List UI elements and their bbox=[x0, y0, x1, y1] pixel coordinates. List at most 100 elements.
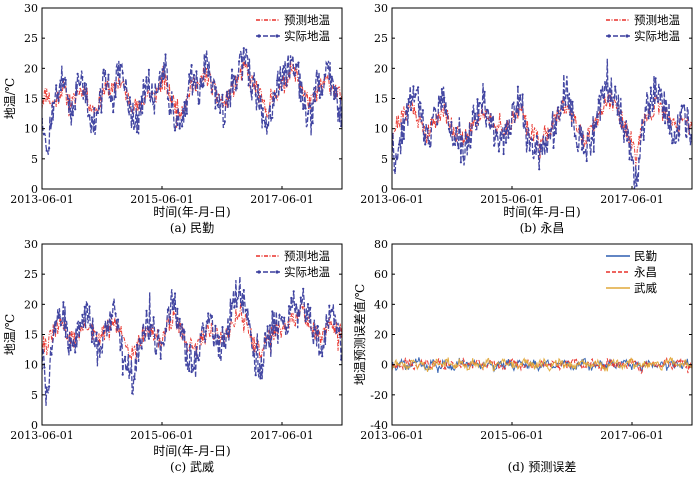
data-point-实际地温 bbox=[573, 135, 576, 138]
data-point-实际地温 bbox=[654, 77, 657, 80]
data-point-实际地温 bbox=[604, 83, 607, 86]
data-point-实际地温 bbox=[299, 296, 302, 299]
data-point-实际地温 bbox=[67, 97, 70, 100]
data-point-实际地温 bbox=[335, 87, 338, 90]
series-line-永昌 bbox=[392, 356, 692, 375]
chart-panel-4: -40 -20 0 20 40 60 80 2013-06-01 2015-06-01 2017-… bbox=[352, 238, 693, 474]
legend-marker bbox=[275, 270, 279, 274]
data-point-实际地温 bbox=[78, 83, 82, 86]
data-point-实际地温 bbox=[552, 146, 555, 149]
data-point-实际地温 bbox=[154, 91, 158, 94]
x-tick-label: 2017-06-01 bbox=[250, 193, 313, 206]
data-point-实际地温 bbox=[519, 94, 522, 97]
data-point-实际地温 bbox=[623, 130, 626, 134]
y-tick-label: -20 bbox=[370, 389, 388, 402]
data-point-实际地温 bbox=[202, 84, 205, 87]
data-point-实际地温 bbox=[561, 108, 565, 111]
data-point-实际地温 bbox=[105, 325, 108, 328]
data-point-实际地温 bbox=[276, 79, 279, 82]
data-point-实际地温 bbox=[152, 316, 155, 319]
x-tick-label: 2015-06-01 bbox=[130, 429, 193, 442]
data-point-实际地温 bbox=[438, 101, 441, 104]
y-tick-label: 25 bbox=[374, 32, 388, 45]
data-point-实际地温 bbox=[337, 329, 340, 333]
data-point-实际地温 bbox=[214, 107, 217, 110]
data-point-实际地温 bbox=[526, 141, 529, 145]
data-point-实际地温 bbox=[48, 147, 51, 150]
series-实际地温 bbox=[42, 276, 342, 406]
data-point-实际地温 bbox=[64, 78, 67, 82]
y-tick-label: 0 bbox=[31, 183, 38, 196]
data-point-实际地温 bbox=[280, 88, 283, 92]
data-point-实际地温 bbox=[88, 305, 91, 308]
data-point-实际地温 bbox=[171, 308, 174, 311]
data-point-实际地温 bbox=[412, 85, 415, 88]
data-point-实际地温 bbox=[398, 143, 401, 146]
data-point-实际地温 bbox=[173, 292, 177, 295]
data-point-实际地温 bbox=[254, 93, 257, 96]
data-point-实际地温 bbox=[414, 93, 417, 96]
data-point-实际地温 bbox=[124, 355, 127, 358]
data-point-实际地温 bbox=[283, 316, 286, 319]
data-point-实际地温 bbox=[71, 114, 74, 117]
data-point-实际地温 bbox=[464, 131, 467, 134]
data-point-实际地温 bbox=[306, 303, 310, 306]
panel-caption: (c) 武威 bbox=[170, 460, 214, 474]
data-point-实际地温 bbox=[235, 305, 238, 308]
legend-label-预测地温: 预测地温 bbox=[284, 249, 330, 263]
data-point-实际地温 bbox=[330, 308, 333, 312]
data-point-实际地温 bbox=[287, 305, 291, 308]
data-point-实际地温 bbox=[69, 113, 72, 116]
y-tick-label: 40 bbox=[374, 298, 388, 311]
data-point-实际地温 bbox=[583, 151, 586, 154]
data-point-实际地温 bbox=[138, 100, 141, 103]
data-point-实际地温 bbox=[268, 105, 272, 108]
data-point-实际地温 bbox=[126, 100, 129, 103]
data-point-实际地温 bbox=[309, 104, 312, 107]
data-point-实际地温 bbox=[533, 151, 536, 154]
data-point-实际地温 bbox=[614, 85, 617, 88]
data-point-实际地温 bbox=[121, 373, 124, 376]
data-point-实际地温 bbox=[219, 356, 222, 359]
data-point-实际地温 bbox=[500, 138, 503, 141]
data-point-实际地温 bbox=[474, 112, 477, 115]
data-point-实际地温 bbox=[112, 303, 115, 306]
data-point-实际地温 bbox=[421, 109, 424, 112]
data-point-实际地温 bbox=[128, 371, 131, 374]
legend-label-实际地温: 实际地温 bbox=[284, 265, 330, 279]
data-point-实际地温 bbox=[188, 73, 191, 76]
data-point-实际地温 bbox=[223, 345, 226, 348]
data-point-实际地温 bbox=[157, 329, 160, 332]
data-point-实际地温 bbox=[599, 89, 603, 92]
data-point-实际地温 bbox=[135, 343, 139, 346]
data-point-实际地温 bbox=[219, 111, 222, 114]
data-point-实际地温 bbox=[230, 302, 234, 305]
data-point-实际地温 bbox=[649, 86, 652, 89]
data-point-实际地温 bbox=[528, 149, 531, 152]
legend-label-预测地温: 预测地温 bbox=[284, 13, 330, 27]
data-point-实际地温 bbox=[545, 144, 548, 147]
data-point-实际地温 bbox=[154, 352, 158, 355]
data-point-实际地温 bbox=[195, 70, 198, 73]
data-point-实际地温 bbox=[100, 347, 103, 350]
data-point-实际地温 bbox=[147, 68, 150, 71]
data-point-实际地温 bbox=[249, 333, 253, 337]
data-point-实际地温 bbox=[235, 87, 238, 90]
data-point-实际地温 bbox=[159, 357, 162, 360]
data-point-实际地温 bbox=[443, 96, 446, 99]
data-point-实际地温 bbox=[280, 316, 283, 319]
data-point-实际地温 bbox=[55, 84, 58, 87]
data-point-实际地温 bbox=[668, 132, 671, 135]
data-point-实际地温 bbox=[426, 127, 429, 130]
data-point-实际地温 bbox=[121, 71, 124, 75]
data-point-实际地温 bbox=[607, 100, 610, 103]
x-tick-label: 2017-06-01 bbox=[600, 193, 663, 206]
data-point-实际地温 bbox=[105, 88, 108, 91]
y-tick-label: 10 bbox=[374, 123, 388, 136]
data-point-实际地温 bbox=[74, 108, 77, 111]
data-point-实际地温 bbox=[466, 136, 470, 139]
chart-panel-1: 0 5 10 15 20 25 30 2013-06-01 2015-06-01 2017-06-… bbox=[3, 2, 343, 235]
data-point-实际地温 bbox=[306, 112, 310, 115]
